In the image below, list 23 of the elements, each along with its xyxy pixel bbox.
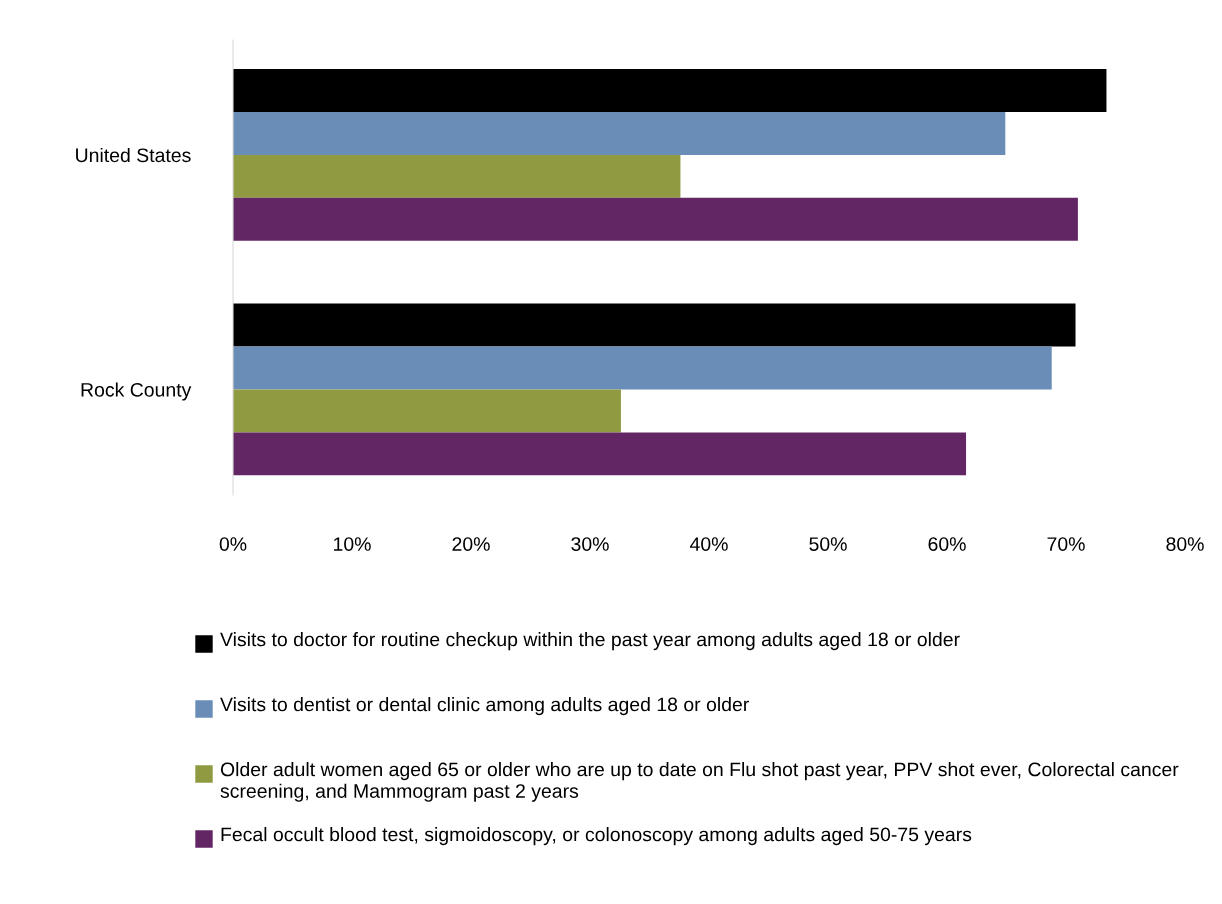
x-tick-label: 70% bbox=[1047, 537, 1085, 551]
x-tick-label: 80% bbox=[1166, 537, 1204, 551]
y-tick-label: United States bbox=[76, 147, 191, 163]
x-tick-label: 0% bbox=[219, 537, 247, 551]
bar bbox=[233, 197, 1078, 241]
bar bbox=[233, 346, 1052, 390]
legend-label: Fecal occult blood test, sigmoidoscopy, or colonoscopy among adults aged 50-75 years bbox=[221, 827, 972, 846]
x-tick-label: 30% bbox=[571, 537, 609, 551]
x-tick-label: 60% bbox=[928, 537, 966, 551]
x-tick-label: 40% bbox=[689, 537, 728, 551]
bar bbox=[233, 112, 1006, 155]
legend-label: Visits to doctor for routine checkup within the past year among adults aged 18 or older bbox=[220, 632, 960, 651]
x-tick-label: 20% bbox=[452, 537, 490, 551]
bar bbox=[233, 389, 621, 433]
legend-label: Older adult women aged 65 or older who are up to date on Flu shot past year, PPV shot ever, Colorectal cancer screening, and Mammogram past 2 years bbox=[220, 762, 1179, 802]
bar bbox=[233, 303, 1076, 347]
bar bbox=[233, 432, 967, 476]
bar bbox=[233, 154, 681, 198]
legend-label: Visits to dentist or dental clinic among adults aged 18 or older bbox=[220, 697, 749, 716]
y-tick-label: Rock County bbox=[81, 382, 192, 401]
x-tick-label: 10% bbox=[334, 537, 371, 551]
x-tick-label: 50% bbox=[809, 537, 847, 551]
bar bbox=[233, 69, 1107, 112]
